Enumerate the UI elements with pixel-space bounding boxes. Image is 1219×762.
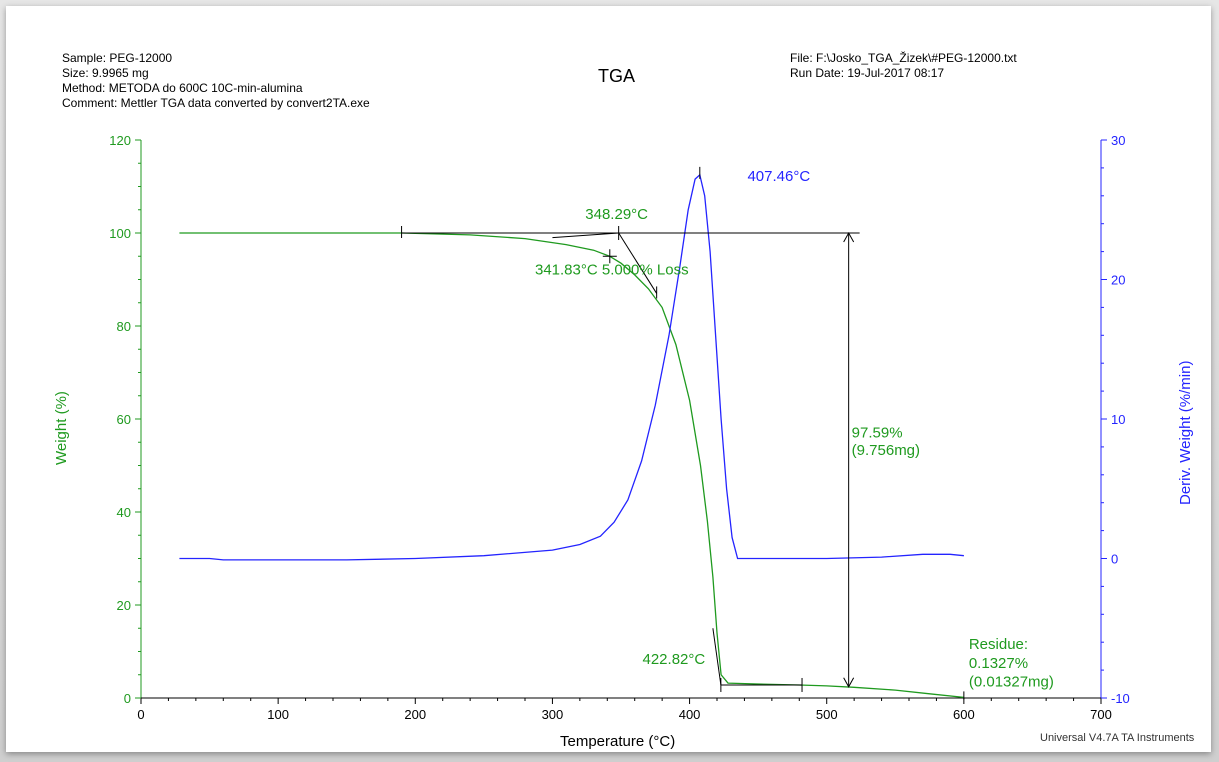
step-arrow-bottom bbox=[843, 677, 855, 688]
left-tick-label: 40 bbox=[117, 505, 131, 520]
left-tick-label: 120 bbox=[109, 133, 131, 148]
residue-mg-label: (0.01327mg) bbox=[969, 673, 1054, 690]
right-tick-label: 0 bbox=[1111, 552, 1118, 567]
header-sample: Sample: PEG-12000 bbox=[62, 51, 172, 65]
x-tick-label: 700 bbox=[1090, 707, 1112, 722]
x-tick-label: 0 bbox=[137, 707, 144, 722]
x-tick-label: 100 bbox=[267, 707, 289, 722]
left-axis-label: Weight (%) bbox=[53, 391, 70, 465]
x-tick-label: 300 bbox=[542, 707, 564, 722]
footer-software: Universal V4.7A TA Instruments bbox=[1040, 732, 1195, 744]
header-size: Size: 9.9965 mg bbox=[62, 66, 149, 80]
onset-tangent-a bbox=[552, 232, 619, 239]
header-comment: Comment: Mettler TGA data converted by c… bbox=[62, 96, 370, 110]
x-axis-label: Temperature (°C) bbox=[560, 733, 675, 750]
report-sheet bbox=[6, 6, 1211, 752]
weight-curve bbox=[179, 232, 964, 699]
x-tick-label: 200 bbox=[404, 707, 426, 722]
residue-title-label: Residue: bbox=[969, 636, 1028, 653]
residue-percent-label: 0.1327% bbox=[969, 655, 1028, 672]
left-tick-label: 80 bbox=[117, 319, 131, 334]
header-file: File: F:\Josko_TGA_Žizek\#PEG-12000.txt bbox=[790, 50, 1017, 65]
right-tick-label: 10 bbox=[1111, 412, 1125, 427]
onset-temp-label: 348.29°C bbox=[585, 206, 648, 223]
x-tick-label: 500 bbox=[816, 707, 838, 722]
right-axis-label: Deriv. Weight (%/min) bbox=[1177, 361, 1194, 505]
endset-temp-label: 422.82°C bbox=[643, 651, 706, 668]
header-run-date: Run Date: 19-Jul-2017 08:17 bbox=[790, 66, 944, 80]
five-percent-loss-label: 341.83°C 5.000% Loss bbox=[535, 261, 689, 278]
weight-loss-percent-label: 97.59% bbox=[852, 425, 903, 442]
x-tick-label: 400 bbox=[679, 707, 701, 722]
step-arrow-top bbox=[843, 231, 855, 243]
endset-tangent bbox=[712, 628, 722, 686]
left-tick-label: 20 bbox=[117, 598, 131, 613]
chart-title: TGA bbox=[598, 66, 635, 86]
left-tick-label: 60 bbox=[117, 412, 131, 427]
left-tick-label: 0 bbox=[124, 691, 131, 706]
x-tick-label: 600 bbox=[953, 707, 975, 722]
header-method: Method: METODA do 600C 10C-min-alumina bbox=[62, 81, 303, 95]
left-tick-label: 100 bbox=[109, 226, 131, 241]
right-tick-label: 30 bbox=[1111, 133, 1125, 148]
deriv-peak-label: 407.46°C bbox=[747, 168, 810, 185]
right-tick-label: -10 bbox=[1111, 691, 1130, 706]
deriv-weight-curve bbox=[179, 173, 964, 561]
weight-loss-mg-label: (9.756mg) bbox=[852, 442, 920, 459]
right-tick-label: 20 bbox=[1111, 273, 1125, 288]
onset-tangent-b bbox=[618, 232, 658, 294]
